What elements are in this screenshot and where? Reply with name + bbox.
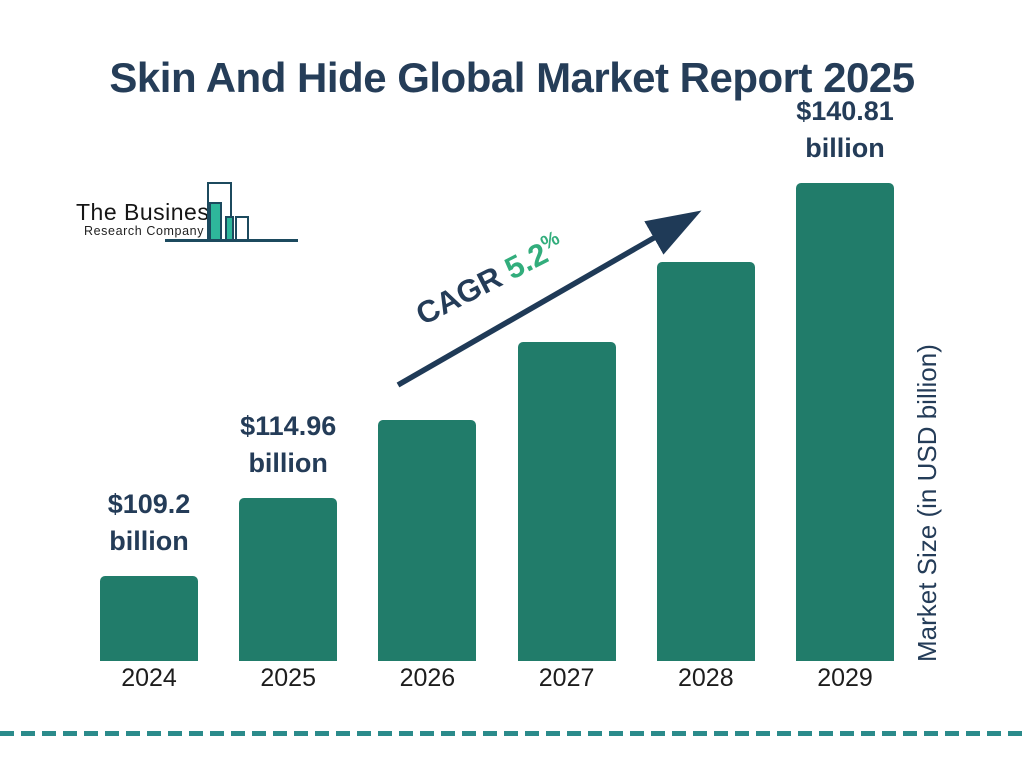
x-tick-2027: 2027 xyxy=(538,664,595,692)
logo-bar-outline-small xyxy=(235,216,249,241)
value-amount: $140.81 xyxy=(796,96,894,126)
x-tick-2026: 2026 xyxy=(399,664,456,692)
bar-2028 xyxy=(656,262,755,661)
x-tick-2028: 2028 xyxy=(677,664,734,692)
logo-bar-mint-small xyxy=(225,216,234,241)
value-unit: billion xyxy=(109,526,189,556)
x-tick-2024: 2024 xyxy=(121,664,177,692)
value-amount: $114.96 xyxy=(240,411,337,441)
bar-2027 xyxy=(517,342,616,661)
bar-2025 xyxy=(239,498,338,661)
logo-bar-mint-large xyxy=(209,202,222,241)
cagr-value: 5.2% xyxy=(499,227,564,287)
logo-baseline xyxy=(165,239,298,242)
value-label-2024: $109.2 billion xyxy=(59,486,239,560)
x-tick-2029: 2029 xyxy=(817,664,873,692)
bar-2026 xyxy=(378,420,477,661)
value-amount: $109.2 xyxy=(107,489,191,519)
page-title: Skin And Hide Global Market Report 2025 xyxy=(109,54,915,102)
value-label-2025: $114.96 billion xyxy=(198,408,378,482)
x-tick-2025: 2025 xyxy=(260,664,316,692)
value-unit: billion xyxy=(805,133,885,163)
y-axis-label: Market Size (in USD billion) xyxy=(912,344,942,662)
value-label-2029: $140.81 billion xyxy=(755,93,935,167)
bar-2029 xyxy=(796,183,894,661)
logo-name-text: The Business xyxy=(76,199,222,225)
company-logo: The Business Research Company xyxy=(70,178,310,248)
cagr-annotation: CAGR 5.2% xyxy=(388,216,592,344)
cagr-label: CAGR xyxy=(410,259,508,332)
logo-subname-text: Research Company xyxy=(84,224,205,238)
value-unit: billion xyxy=(248,448,328,478)
bottom-dashed-divider xyxy=(0,731,1024,736)
bar-2024 xyxy=(100,576,198,661)
